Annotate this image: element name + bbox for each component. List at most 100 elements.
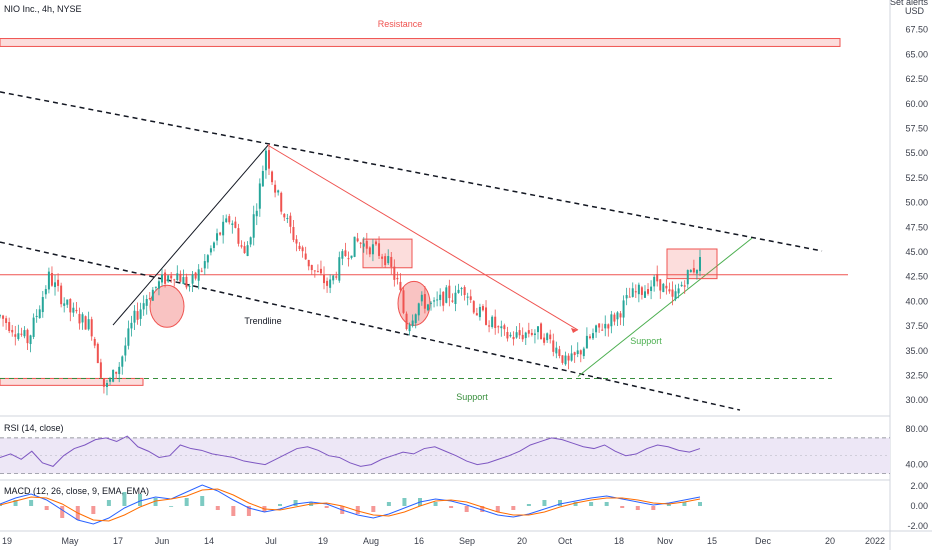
macd-line [0, 484, 701, 525]
candle-body [194, 272, 197, 279]
price-tick-label: 65.00 [905, 49, 928, 59]
macd-hist-bar [184, 498, 189, 506]
candle-body [231, 223, 234, 225]
candle-body [142, 303, 145, 310]
trendline-label: Trendline [244, 316, 281, 326]
candle-body [570, 353, 573, 361]
candle-body [118, 366, 121, 375]
candles-group [0, 144, 701, 396]
candle-body [659, 279, 662, 291]
candle-body [277, 190, 280, 193]
time-tick-label: 19 [2, 536, 12, 546]
candle-body [20, 333, 23, 335]
candle-body [72, 307, 75, 313]
candle-body [353, 236, 356, 257]
macd-hist-bar [480, 506, 485, 512]
candle-body [200, 270, 203, 272]
candle-body [252, 214, 255, 238]
macd-hist-bar [293, 500, 298, 506]
price-tick-label: 60.00 [905, 99, 928, 109]
macd-hist-bar [511, 506, 516, 510]
candle-body [176, 273, 179, 280]
candle-body [674, 291, 677, 300]
candle-body [298, 245, 301, 249]
candle-body [90, 319, 93, 337]
candle-body [283, 213, 286, 218]
candle-body [249, 237, 252, 245]
symbol-title: NIO Inc., 4h, NYSE [4, 4, 82, 14]
time-tick-label: 14 [204, 536, 214, 546]
macd-hist-bar [495, 506, 500, 512]
candle-body [81, 314, 84, 323]
macd-hist-bar [91, 506, 96, 514]
candle-body [329, 279, 332, 288]
candle-body [543, 337, 546, 343]
candle-body [530, 332, 533, 335]
candle-body [555, 347, 558, 354]
candle-body [99, 362, 102, 378]
macd-hist-bar [666, 504, 671, 506]
price-tick-label: 62.50 [905, 74, 928, 84]
time-tick-label: Nov [657, 536, 674, 546]
candle-body [472, 301, 475, 313]
candle-body [38, 309, 41, 319]
candle-body [662, 283, 665, 293]
candle-body [47, 271, 50, 290]
time-tick-label: Jul [265, 536, 277, 546]
candle-body [451, 300, 454, 302]
candle-body [212, 242, 215, 248]
candle-body [130, 322, 133, 329]
price-tick-label: 42.50 [905, 272, 928, 282]
candle-body [197, 269, 200, 281]
candle-body [393, 266, 396, 280]
candle-body [124, 345, 127, 356]
macd-hist-bar [138, 494, 142, 506]
candle-body [313, 270, 316, 272]
candle-body [656, 274, 659, 282]
candle-body [63, 303, 66, 306]
candle-body [640, 287, 643, 295]
support-label-upper: Support [630, 336, 662, 346]
candle-body [399, 281, 402, 291]
candle-body [628, 296, 631, 298]
candle-body [319, 268, 322, 274]
candle-body [304, 253, 307, 260]
candle-body [588, 336, 591, 339]
candle-body [558, 349, 561, 357]
macd-hist-bar [542, 500, 547, 506]
macd-hist-bar [122, 492, 127, 506]
candle-body [607, 324, 610, 329]
time-tick-label: Aug [363, 536, 379, 546]
candle-body [167, 275, 170, 282]
macd-hist-bar [402, 498, 407, 506]
candle-body [228, 216, 231, 223]
macd-hist-bar [324, 506, 329, 508]
macd-hist-bar [433, 502, 438, 506]
macd-hist-bar [635, 506, 640, 510]
time-tick-label: Dec [755, 536, 772, 546]
candle-body [445, 287, 448, 303]
candle-body [524, 332, 527, 339]
time-tick-label: 15 [707, 536, 717, 546]
candle-body [280, 192, 283, 212]
macd-hist-bar [573, 502, 578, 506]
candle-body [182, 277, 185, 284]
candle-body [625, 295, 628, 299]
candle-body [582, 348, 585, 357]
candle-body [527, 330, 530, 334]
price-tick-label: 37.50 [905, 321, 928, 331]
candle-body [54, 282, 57, 288]
candle-body [0, 315, 1, 317]
macd-hist-bar [464, 506, 469, 512]
candle-body [478, 306, 481, 318]
macd-hist-bar [355, 506, 360, 514]
candle-body [102, 378, 105, 387]
time-tick-label: 18 [614, 536, 624, 546]
candle-body [512, 336, 515, 340]
candle-body [466, 296, 469, 298]
candle-body [127, 328, 130, 346]
candle-body [634, 291, 637, 293]
macd-hist-bar [29, 500, 34, 506]
candle-body [515, 332, 518, 338]
